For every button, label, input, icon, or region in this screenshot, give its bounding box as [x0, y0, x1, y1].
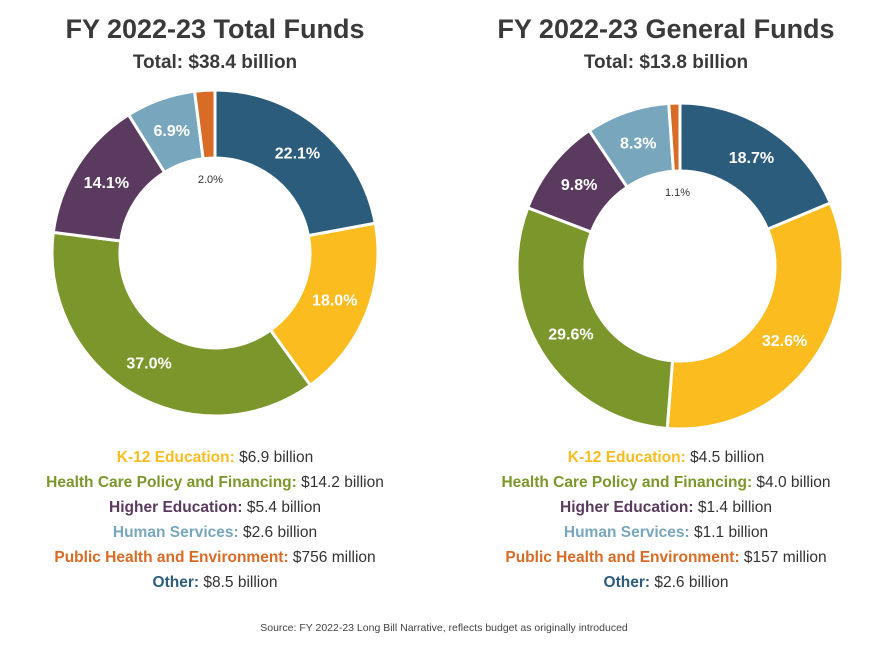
total-funds-panel: FY 2022-23 Total Funds Total: $38.4 bill… — [0, 0, 444, 600]
general-funds-panel: FY 2022-23 General Funds Total: $13.8 bi… — [444, 0, 888, 600]
donut-slice-k12 — [665, 201, 845, 431]
legend-item: Higher Education: $1.4 billion — [451, 495, 881, 520]
total-funds-legend: K-12 Education: $6.9 billion Health Care… — [0, 445, 430, 595]
donut-slice-public — [192, 88, 217, 161]
legend-amount: $4.0 billion — [756, 474, 831, 491]
general-funds-donut-chart: 18.7% 32.6% 29.6% 9.8% 8.3% 1.1% — [515, 101, 845, 431]
chart-subtitle: Total: $38.4 billion — [132, 52, 298, 73]
legend-item: Other: $8.5 billion — [0, 570, 430, 595]
slice-label-health: 29.6% — [548, 326, 593, 343]
legend-item: K-12 Education: $4.5 billion — [451, 445, 881, 470]
legend-category: Public Health and Environment: — [54, 549, 289, 566]
legend-amount: $8.5 billion — [203, 574, 278, 591]
legend-category: Other: — [152, 574, 200, 591]
chart-title: FY 2022-23 General Funds — [497, 14, 835, 44]
legend-amount: $2.6 billion — [654, 574, 729, 591]
legend-category: Higher Education: — [560, 499, 694, 516]
legend-category: Health Care Policy and Financing: — [501, 474, 753, 491]
legend-category: Human Services: — [563, 524, 690, 541]
legend-amount: $1.1 billion — [693, 524, 769, 541]
source-note: Source: FY 2022-23 Long Bill Narrative, … — [260, 622, 628, 634]
chart-title: FY 2022-23 Total Funds — [65, 14, 365, 44]
legend-amount: $756 million — [292, 549, 376, 566]
slice-label-human: 8.3% — [620, 135, 656, 152]
donut-slice-other — [213, 88, 378, 238]
legend-amount: $2.6 billion — [242, 524, 318, 541]
legend-item: Public Health and Environment: $756 mill… — [0, 545, 430, 570]
donut-slice-health — [515, 205, 675, 431]
slice-label-health: 37.0% — [126, 355, 171, 372]
legend-category: K-12 Education: — [116, 449, 235, 466]
slice-label-k12: 18.0% — [312, 293, 357, 310]
slice-label-human: 6.9% — [153, 123, 189, 140]
legend-item: Health Care Policy and Financing: $4.0 b… — [451, 470, 881, 495]
legend-amount: $1.4 billion — [697, 499, 772, 516]
slice-label-higher: 14.1% — [84, 175, 129, 192]
slice-label-other: 18.7% — [729, 150, 774, 167]
legend-category: Public Health and Environment: — [505, 549, 740, 566]
legend-amount: $6.9 billion — [239, 449, 314, 466]
legend-item: Health Care Policy and Financing: $14.2 … — [0, 470, 430, 495]
legend-item: Human Services: $2.6 billion — [0, 520, 430, 545]
slice-label-other: 22.1% — [275, 145, 320, 162]
legend-category: Human Services: — [112, 524, 239, 541]
legend-item: Higher Education: $5.4 billion — [0, 495, 430, 520]
donut-slice-health — [50, 230, 313, 418]
legend-category: Health Care Policy and Financing: — [46, 474, 297, 491]
legend-amount: $4.5 billion — [690, 449, 765, 466]
legend-amount: $5.4 billion — [246, 499, 321, 516]
legend-item: K-12 Education: $6.9 billion — [0, 445, 430, 470]
slice-label-higher: 9.8% — [561, 177, 597, 194]
legend-amount: $157 million — [743, 549, 827, 566]
legend-item: Human Services: $1.1 billion — [451, 520, 881, 545]
chart-subtitle: Total: $13.8 billion — [583, 52, 749, 73]
total-funds-donut-chart: 22.1% 18.0% 37.0% 14.1% 6.9% 2.0% — [50, 88, 380, 418]
legend-item: Public Health and Environment: $157 mill… — [451, 545, 881, 570]
legend-item: Other: $2.6 billion — [451, 570, 881, 595]
legend-category: Other: — [603, 574, 651, 591]
donut-slice-public — [667, 101, 682, 173]
legend-category: K-12 Education: — [567, 449, 686, 466]
legend-category: Higher Education: — [109, 499, 243, 516]
slice-label-public: 1.1% — [665, 187, 690, 199]
legend-amount: $14.2 billion — [301, 474, 384, 491]
slice-label-k12: 32.6% — [762, 333, 807, 350]
general-funds-legend: K-12 Education: $4.5 billion Health Care… — [451, 445, 881, 595]
slice-label-public: 2.0% — [198, 174, 223, 186]
